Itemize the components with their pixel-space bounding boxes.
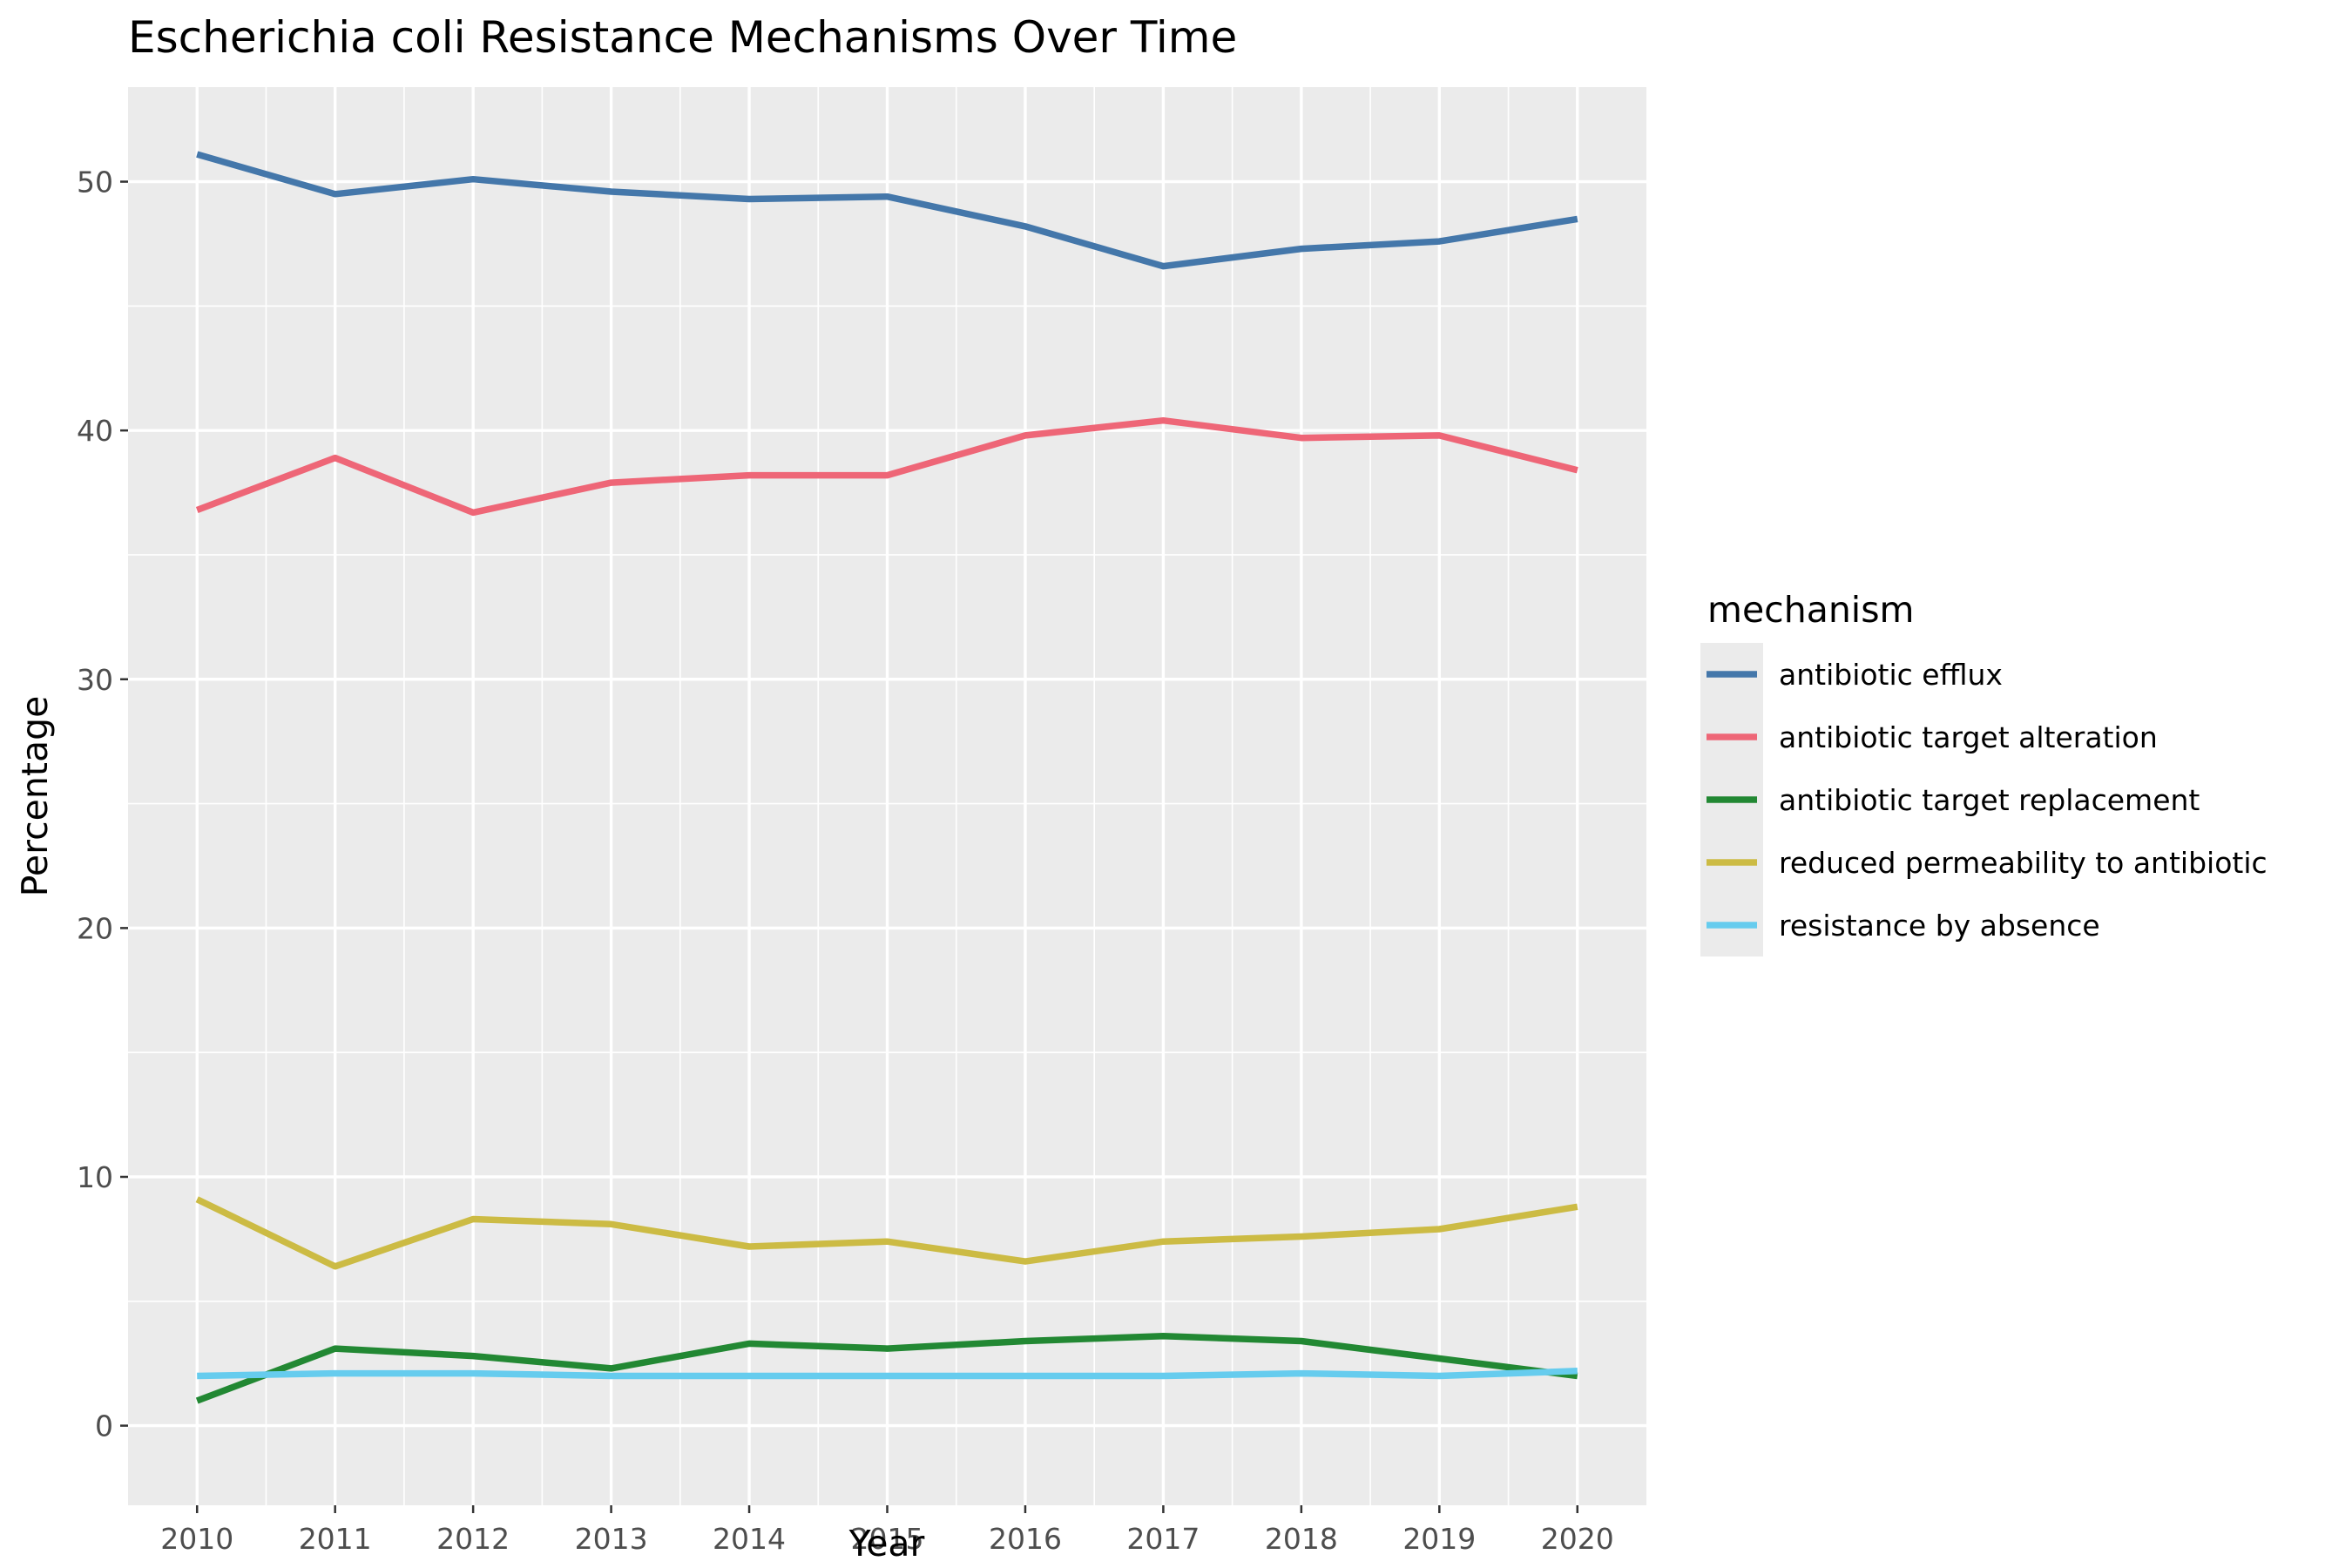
series-line: [195, 1333, 1578, 1404]
y-axis-title: Percentage: [14, 696, 56, 897]
x-tick-label: 2014: [713, 1522, 786, 1556]
x-tick-label: 2012: [436, 1522, 510, 1556]
x-axis: 2010 2011 2012 2013 2014 2015 2016 2017 2018 2019…: [160, 1505, 1614, 1556]
y-tick-label: 40: [77, 414, 113, 448]
chart-title: Escherichia coli Resistance Mechanisms O…: [128, 12, 1237, 63]
legend: mechanism antibiotic efflux antibiotic ta…: [1700, 589, 2268, 956]
x-tick-label: 2017: [1126, 1522, 1200, 1556]
x-tick-label: 2020: [1541, 1522, 1614, 1556]
legend-label: antibiotic efflux: [1779, 658, 2003, 692]
legend-title: mechanism: [1707, 589, 1915, 631]
y-axis: 0 10 20 30 40 50: [77, 166, 128, 1443]
series-line: [196, 151, 1578, 270]
legend-label: antibiotic target replacement: [1779, 783, 2200, 817]
series-line: [197, 1368, 1578, 1380]
x-tick-label: 2015: [851, 1522, 924, 1556]
y-tick-label: 20: [77, 911, 113, 945]
series-line: [195, 416, 1578, 517]
major-gridlines: [128, 87, 1646, 1505]
series-lines: [195, 151, 1578, 1404]
legend-label: resistance by absence: [1779, 909, 2100, 943]
x-tick-label: 2018: [1265, 1522, 1338, 1556]
y-tick-label: 30: [77, 663, 113, 697]
x-tick-label: 2013: [575, 1522, 648, 1556]
x-tick-label: 2019: [1402, 1522, 1476, 1556]
y-tick-label: 0: [95, 1409, 113, 1443]
x-tick-label: 2016: [989, 1522, 1062, 1556]
x-tick-label: 2011: [299, 1522, 372, 1556]
y-tick-label: 50: [77, 166, 113, 199]
x-tick-label: 2010: [160, 1522, 233, 1556]
legend-label: reduced permeability to antibiotic: [1779, 846, 2268, 880]
minor-gridlines: [128, 87, 1646, 1505]
legend-label: antibiotic target alteration: [1779, 720, 2158, 754]
y-tick-label: 10: [77, 1160, 113, 1194]
x-axis-title: Year: [848, 1523, 925, 1565]
series-line: [195, 1196, 1578, 1270]
